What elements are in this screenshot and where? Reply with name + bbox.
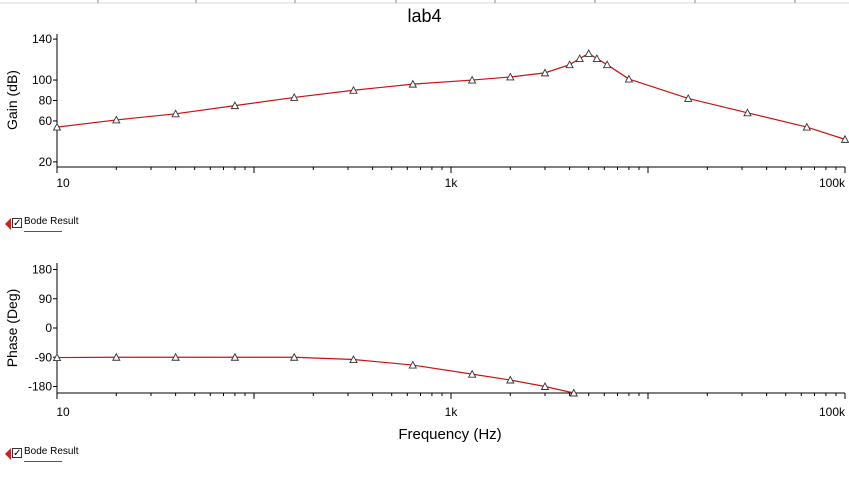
- gain-data-point: [565, 60, 574, 69]
- phase-data-point: [52, 353, 62, 362]
- phase-data-point: [112, 352, 121, 361]
- gain-x-tick-label: 100k: [819, 176, 846, 190]
- gain-data-point: [584, 48, 593, 57]
- legend-label: Bode Result: [24, 446, 79, 457]
- gain-data-point: [802, 122, 812, 131]
- top-toolbar-strip: [0, 0, 849, 4]
- gain-data-point: [171, 109, 180, 118]
- gain-data-point: [683, 94, 693, 102]
- gain-data-point: [52, 122, 62, 131]
- phase-x-tick-label: 1k: [445, 405, 459, 419]
- phase-data-point: [230, 352, 240, 361]
- chart-title: lab4: [407, 6, 442, 26]
- phase-data-point: [506, 375, 515, 384]
- phase-data-point: [408, 360, 418, 369]
- legend-label: Bode Result: [24, 216, 79, 227]
- gain-data-point: [592, 54, 602, 63]
- gain-y-axis-label: Gain (dB): [4, 70, 20, 130]
- gain-series-line: [57, 52, 846, 140]
- phase-y-axis-label: Phase (Deg): [4, 289, 20, 368]
- gain-y-tick-label: 140: [32, 32, 52, 46]
- gain-data-point: [467, 75, 477, 84]
- gain-data-point: [575, 54, 584, 63]
- phase-y-tick-label: 90: [39, 292, 53, 306]
- phase-y-tick-label: 180: [32, 263, 52, 277]
- gain-y-tick-label: 20: [39, 155, 53, 169]
- phase-data-point: [540, 382, 550, 390]
- gain-data-point: [624, 74, 634, 83]
- gain-data-point: [289, 92, 299, 101]
- phase-x-axis-label: Frequency (Hz): [398, 426, 501, 443]
- phase-y-tick-label: -180: [28, 380, 52, 394]
- phase-y-tick-label: -90: [35, 350, 53, 364]
- gain-y-tick-label: 80: [39, 94, 53, 108]
- gain-data-point: [408, 79, 418, 88]
- phase-data-point: [349, 355, 358, 363]
- phase-legend: ✓ Bode Result: [5, 446, 78, 462]
- legend-marker-icon[interactable]: [5, 448, 11, 460]
- gain-legend: ✓ Bode Result: [5, 216, 78, 232]
- legend-line-swatch: [24, 231, 62, 232]
- gain-y-tick-label: 100: [32, 73, 52, 87]
- gain-x-tick-label: 10: [56, 176, 70, 190]
- legend-line-swatch: [24, 461, 62, 462]
- gain-data-point: [743, 108, 752, 117]
- legend-checkbox[interactable]: ✓: [12, 448, 22, 459]
- gain-data-point: [540, 68, 550, 77]
- phase-series-line: [57, 356, 574, 393]
- gain-y-tick-label: 60: [39, 114, 53, 128]
- legend-marker-icon[interactable]: [5, 218, 11, 230]
- phase-data-point: [289, 352, 299, 361]
- legend-checkbox[interactable]: ✓: [12, 218, 22, 229]
- phase-x-tick-label: 100k: [819, 405, 846, 419]
- phase-y-tick-label: 0: [45, 321, 52, 335]
- phase-data-point: [171, 352, 180, 361]
- gain-data-point: [840, 134, 849, 143]
- gain-data-point: [230, 101, 240, 110]
- gain-data-point: [506, 72, 515, 81]
- gain-data-point: [602, 60, 612, 69]
- gain-x-tick-label: 1k: [445, 176, 459, 190]
- gain-data-point: [349, 85, 358, 94]
- phase-data-point: [467, 369, 477, 378]
- gain-data-point: [112, 115, 121, 124]
- phase-data-point: [569, 388, 579, 397]
- phase-x-tick-label: 10: [56, 405, 70, 419]
